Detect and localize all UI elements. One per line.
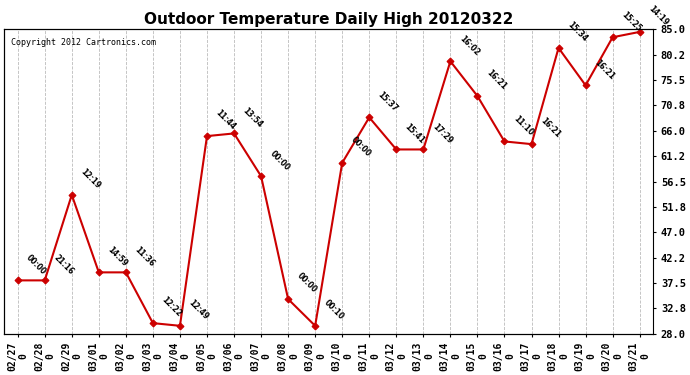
Text: 17:29: 17:29 xyxy=(431,122,454,145)
Text: 15:25: 15:25 xyxy=(620,10,643,33)
Text: 00:10: 00:10 xyxy=(322,298,346,322)
Text: 16:21: 16:21 xyxy=(484,68,508,92)
Text: 00:00: 00:00 xyxy=(25,253,48,276)
Text: 00:00: 00:00 xyxy=(268,148,291,172)
Text: 11:44: 11:44 xyxy=(214,108,237,132)
Text: 00:00: 00:00 xyxy=(349,135,373,159)
Text: 16:21: 16:21 xyxy=(593,58,616,81)
Text: 15:41: 15:41 xyxy=(403,122,426,145)
Text: 21:16: 21:16 xyxy=(52,253,75,276)
Text: 14:19: 14:19 xyxy=(647,4,670,28)
Text: 00:00: 00:00 xyxy=(295,272,319,295)
Text: 11:36: 11:36 xyxy=(132,245,156,268)
Title: Outdoor Temperature Daily High 20120322: Outdoor Temperature Daily High 20120322 xyxy=(144,12,513,27)
Text: 11:10: 11:10 xyxy=(511,114,535,137)
Text: 12:19: 12:19 xyxy=(79,167,102,191)
Text: 14:59: 14:59 xyxy=(106,245,129,268)
Text: 12:22: 12:22 xyxy=(160,296,184,319)
Text: 16:02: 16:02 xyxy=(457,34,481,57)
Text: 16:21: 16:21 xyxy=(538,117,562,140)
Text: 15:34: 15:34 xyxy=(566,20,589,44)
Text: 15:37: 15:37 xyxy=(376,90,400,113)
Text: 12:49: 12:49 xyxy=(187,298,210,322)
Text: 13:54: 13:54 xyxy=(241,106,264,129)
Text: Copyright 2012 Cartronics.com: Copyright 2012 Cartronics.com xyxy=(10,38,156,47)
